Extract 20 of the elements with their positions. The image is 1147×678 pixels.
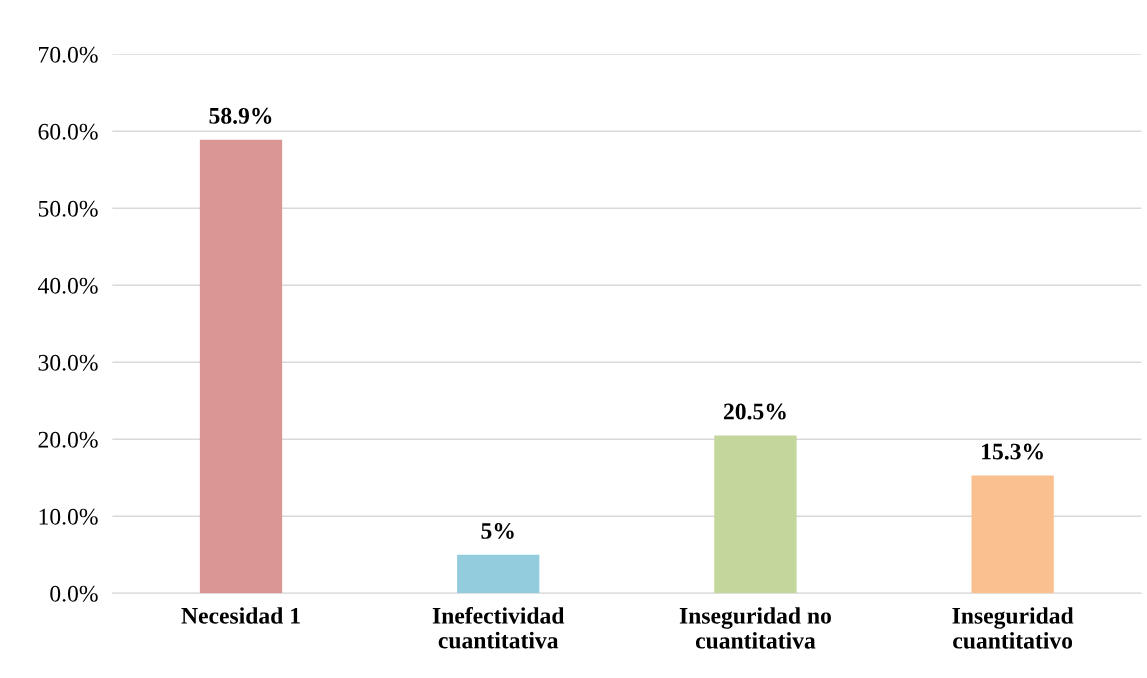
x-tick-label: Inseguridad no cuantitativa [679,607,831,649]
y-tick-label: 0.0% [50,585,98,602]
x-tick-label: Inseguridad cuantitativo [952,607,1074,649]
y-tick-label: 70.0% [39,46,98,63]
bar [714,435,797,594]
data-label: 5% [481,522,514,539]
x-tick-label: Necesidad 1 [181,607,300,624]
data-label: 15.3% [982,443,1043,460]
data-label: 58.9% [209,107,272,124]
y-tick-label: 10.0% [39,508,98,525]
y-tick-label: 20.0% [38,431,98,448]
bar [199,139,283,594]
y-tick-label: 60.0% [38,123,98,140]
x-tick-label: Inefectividad cuantitativa [432,606,565,649]
y-tick-label: 50.0% [38,200,98,217]
y-tick-label: 40.0% [37,277,98,294]
data-label: 20.5% [723,403,786,420]
bar [457,554,540,594]
y-tick-label: 30.0% [38,354,98,371]
bar [971,475,1054,594]
